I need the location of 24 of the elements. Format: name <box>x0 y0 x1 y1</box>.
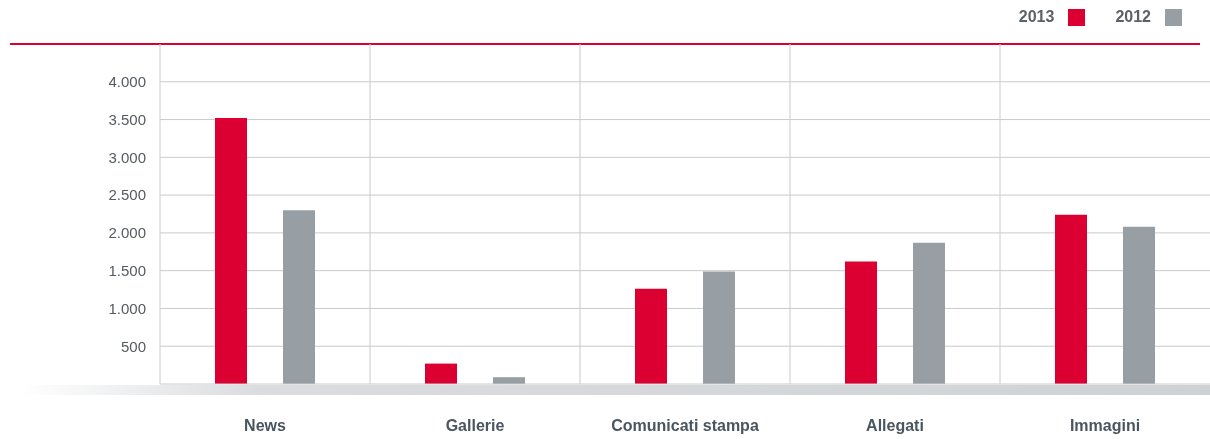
y-tick-label: 1.000 <box>108 299 146 317</box>
bar <box>283 210 315 384</box>
bar <box>215 118 247 384</box>
x-tick-label: Gallerie <box>445 417 505 435</box>
bar <box>1123 226 1155 384</box>
y-tick-label: 3.000 <box>108 148 146 166</box>
y-tick-label: 4.000 <box>108 73 146 91</box>
x-tick-label: Comunicati stampa <box>611 417 759 435</box>
x-tick-label: Immagini <box>1069 417 1141 435</box>
x-tick-label: Allegati <box>866 417 924 435</box>
y-tick-label: 2.500 <box>108 186 146 204</box>
bar <box>1055 214 1087 384</box>
bar <box>635 288 667 384</box>
legend-label: 2013 <box>1018 8 1055 26</box>
y-tick-label: 3.500 <box>108 110 146 128</box>
bar <box>845 261 877 384</box>
x-tick-label: News <box>244 417 286 435</box>
bar <box>425 363 457 384</box>
legend-label: 2012 <box>1115 8 1151 26</box>
bar <box>913 242 945 384</box>
y-tick-label: 500 <box>120 337 146 355</box>
y-tick-label: 2.000 <box>108 224 146 242</box>
y-tick-label: 1.500 <box>108 261 146 279</box>
bar <box>703 271 735 384</box>
